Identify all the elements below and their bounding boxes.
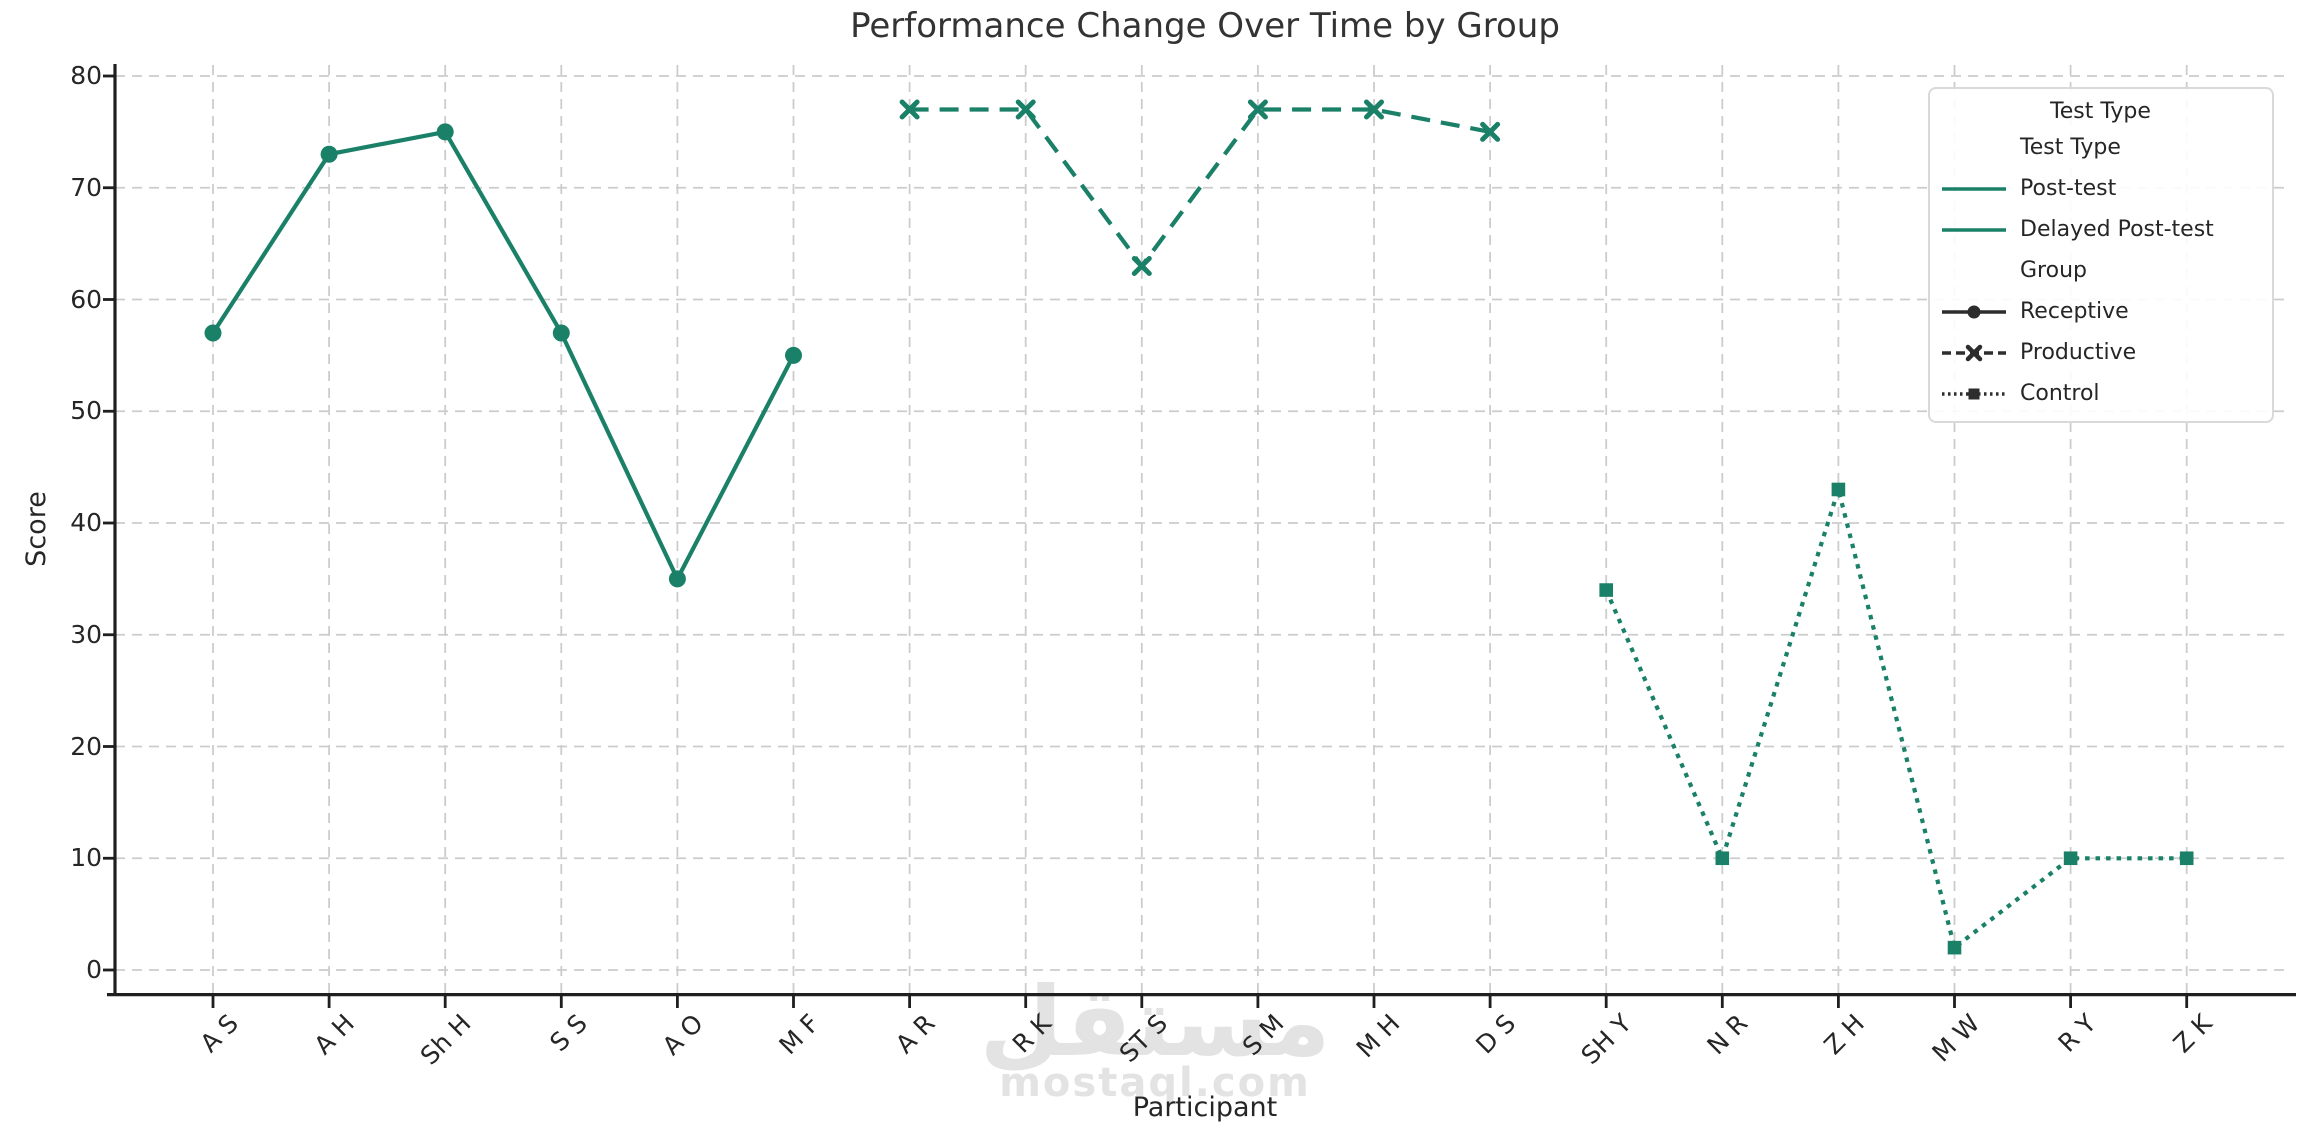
legend-item-label: Productive <box>2020 340 2137 365</box>
series-productive <box>899 99 1501 276</box>
series-control-line <box>1604 487 2187 950</box>
series-receptive-markers <box>204 123 802 588</box>
series-receptive-line <box>211 129 796 581</box>
legend-item-label: Post-test <box>2020 176 2117 201</box>
gridlines <box>115 65 2286 993</box>
legend-rows: Test Type Post-test Delayed Post-test Group… <box>1939 127 2262 414</box>
series-control-markers <box>1599 482 2194 955</box>
series-control <box>1599 482 2194 955</box>
legend-item-delayed-post-test: Delayed Post-test <box>1939 209 2262 250</box>
legend-title: Test Type <box>2050 99 2151 124</box>
watermark: مستقل mostaql.com <box>965 974 1345 1106</box>
legend-item-label: Delayed Post-test <box>2020 217 2214 242</box>
legend-item-post-test: Post-test <box>1939 168 2262 209</box>
legend-swatch-square-dotted <box>1942 388 2006 399</box>
legend-swatch-x-dashed <box>1942 344 2006 361</box>
legend: Test Type Test Type Post-test Delayed Post… <box>1928 87 2274 423</box>
legend-item-productive: Productive <box>1939 332 2262 373</box>
legend-item-label: Receptive <box>2020 299 2129 324</box>
legend-swatch-circle-solid <box>1942 305 2006 318</box>
series-productive-line <box>909 107 1491 269</box>
watermark-arabic-text: مستقل <box>979 966 1331 1078</box>
tick-marks <box>103 74 2189 1008</box>
legend-section-header: Test Type <box>2020 135 2121 160</box>
series-receptive <box>204 123 802 588</box>
axis-spines <box>107 64 2296 997</box>
legend-section-header: Group <box>2020 258 2087 283</box>
watermark-site-text: mostaql.com <box>999 1060 1311 1106</box>
series-productive-markers <box>899 99 1501 276</box>
legend-swatch-none-solid <box>1942 186 2006 191</box>
legend-item-control: Control <box>1939 373 2262 414</box>
legend-item-receptive: Receptive <box>1939 291 2262 332</box>
legend-item-label: Control <box>2020 381 2100 406</box>
legend-swatch-none-solid <box>1942 227 2006 232</box>
